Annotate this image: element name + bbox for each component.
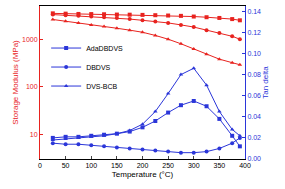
svg-text:200: 200 xyxy=(137,162,149,169)
svg-text:0.06: 0.06 xyxy=(247,92,261,99)
svg-text:AdaDBDVS: AdaDBDVS xyxy=(86,45,123,52)
svg-text:50: 50 xyxy=(62,162,70,169)
svg-text:100: 100 xyxy=(26,83,38,90)
svg-text:DVS-BCB: DVS-BCB xyxy=(86,83,117,90)
svg-text:0.12: 0.12 xyxy=(247,29,261,36)
svg-text:150: 150 xyxy=(111,162,123,169)
svg-text:DBDVS: DBDVS xyxy=(86,64,110,71)
svg-text:0.02: 0.02 xyxy=(247,134,261,141)
svg-text:400: 400 xyxy=(239,162,251,169)
svg-text:0: 0 xyxy=(38,162,42,169)
svg-text:Temperature (°C): Temperature (°C) xyxy=(112,170,174,179)
svg-text:0.10: 0.10 xyxy=(247,50,261,57)
svg-text:1000: 1000 xyxy=(22,36,38,43)
svg-text:350: 350 xyxy=(214,162,226,169)
svg-text:0.08: 0.08 xyxy=(247,71,261,78)
svg-text:0.14: 0.14 xyxy=(247,8,261,15)
svg-text:Storage Modulus (MPa): Storage Modulus (MPa) xyxy=(11,40,20,125)
svg-text:0.00: 0.00 xyxy=(247,155,261,162)
svg-text:300: 300 xyxy=(188,162,200,169)
svg-text:100: 100 xyxy=(85,162,97,169)
svg-text:10: 10 xyxy=(30,131,38,138)
svg-text:250: 250 xyxy=(162,162,174,169)
svg-text:0.04: 0.04 xyxy=(247,113,261,120)
svg-text:Tan delta: Tan delta xyxy=(261,66,270,99)
